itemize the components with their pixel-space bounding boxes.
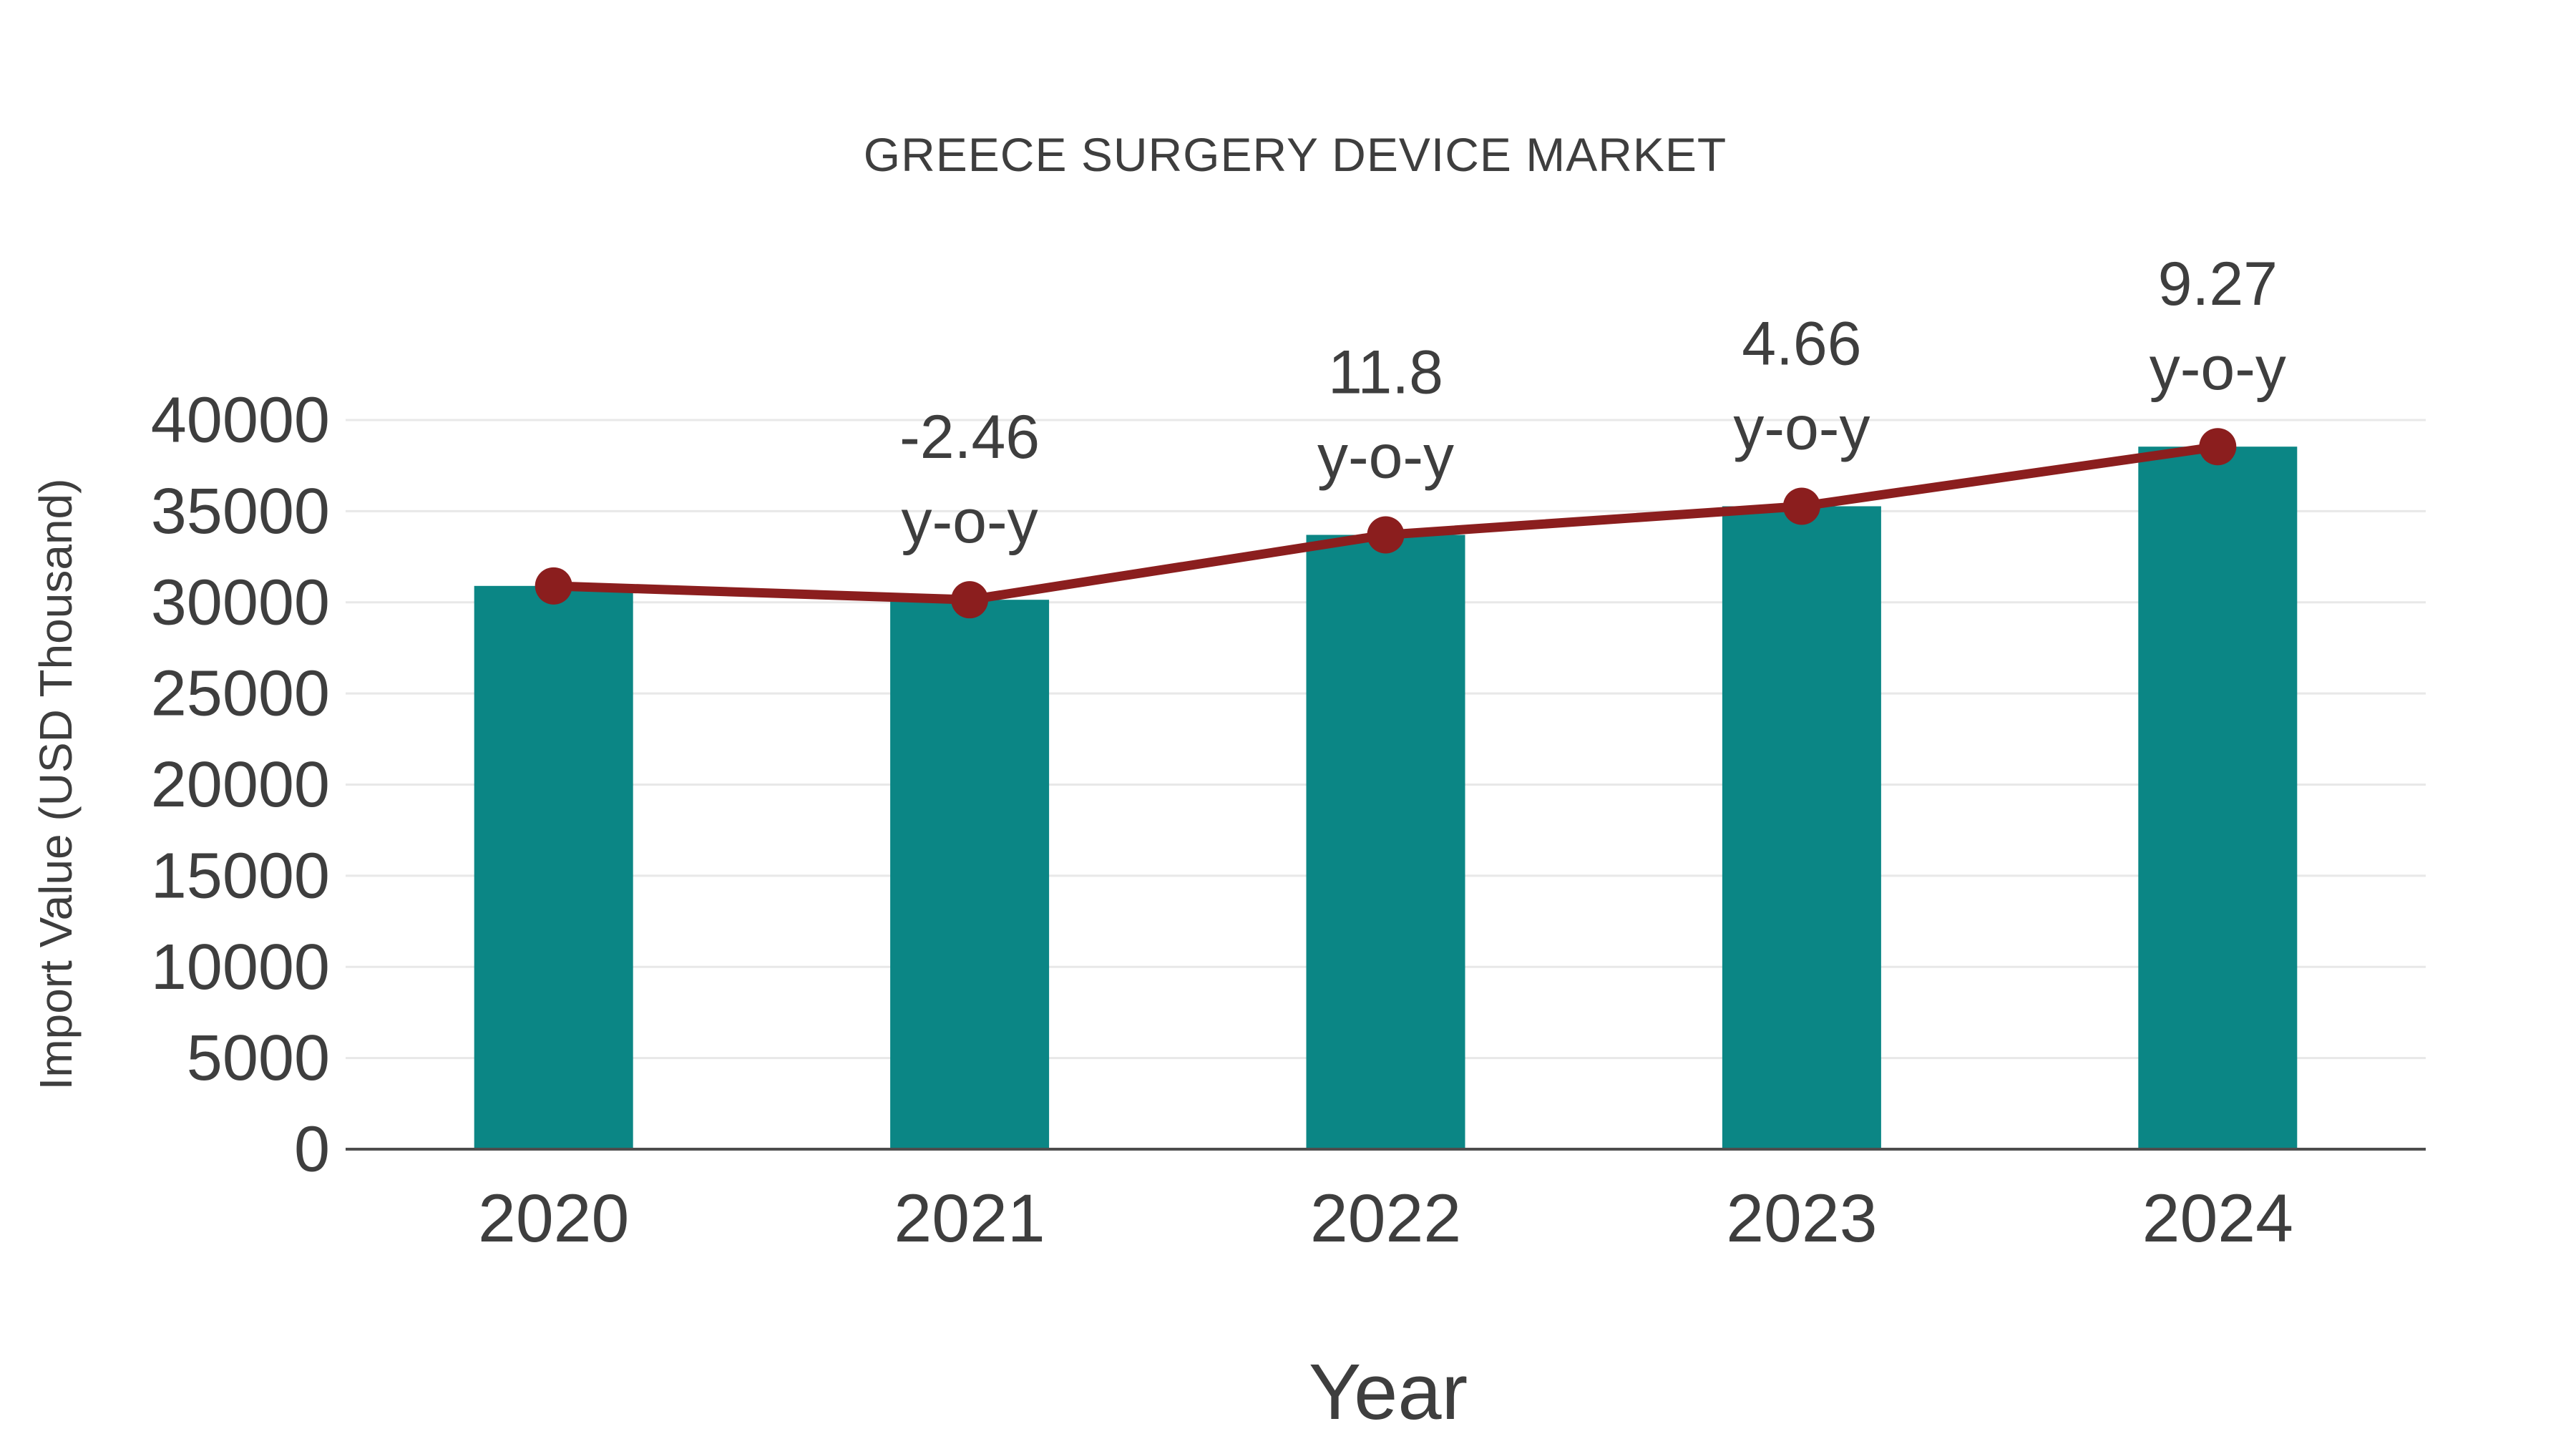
annotation-sub-2022: y-o-y — [1317, 422, 1454, 491]
annotation-value-2024: 9.27 — [2158, 250, 2278, 318]
bar-2020 — [474, 585, 633, 1149]
x-axis-title: Year — [1308, 1348, 1468, 1436]
annotation-sub-2021: y-o-y — [902, 487, 1038, 556]
bar-2022 — [1306, 535, 1465, 1149]
x-tick-label-2020: 2020 — [478, 1181, 629, 1257]
y-tick-label-10000: 10000 — [151, 932, 330, 1003]
trend-point-2022 — [1367, 516, 1405, 554]
bar-2021 — [890, 600, 1050, 1149]
annotation-sub-2024: y-o-y — [2150, 334, 2286, 403]
y-tick-label-0: 0 — [294, 1114, 330, 1186]
x-tick-label-2022: 2022 — [1310, 1181, 1461, 1257]
trend-point-2020 — [535, 567, 572, 605]
annotation-value-2021: -2.46 — [899, 403, 1040, 472]
y-tick-label-40000: 40000 — [151, 385, 330, 457]
x-tick-label-2023: 2023 — [1726, 1181, 1877, 1257]
y-tick-label-20000: 20000 — [151, 749, 330, 821]
bar-2023 — [1722, 506, 1881, 1149]
bar-2024 — [2138, 447, 2298, 1149]
annotation-sub-2023: y-o-y — [1733, 394, 1870, 462]
chart-title: GREECE SURGERY DEVICE MARKET — [863, 128, 1727, 181]
trend-point-2021 — [951, 581, 989, 619]
y-tick-label-5000: 5000 — [187, 1023, 330, 1094]
y-tick-label-15000: 15000 — [151, 840, 330, 912]
x-tick-label-2024: 2024 — [2142, 1181, 2293, 1257]
annotation-value-2023: 4.66 — [1742, 309, 1861, 378]
trend-point-2024 — [2199, 428, 2237, 466]
y-tick-label-35000: 35000 — [151, 476, 330, 547]
annotation-value-2022: 11.8 — [1328, 338, 1443, 406]
y-tick-label-30000: 30000 — [151, 567, 330, 638]
x-tick-label-2021: 2021 — [894, 1181, 1045, 1257]
trend-point-2023 — [1782, 487, 1820, 525]
y-tick-label-25000: 25000 — [151, 658, 330, 730]
